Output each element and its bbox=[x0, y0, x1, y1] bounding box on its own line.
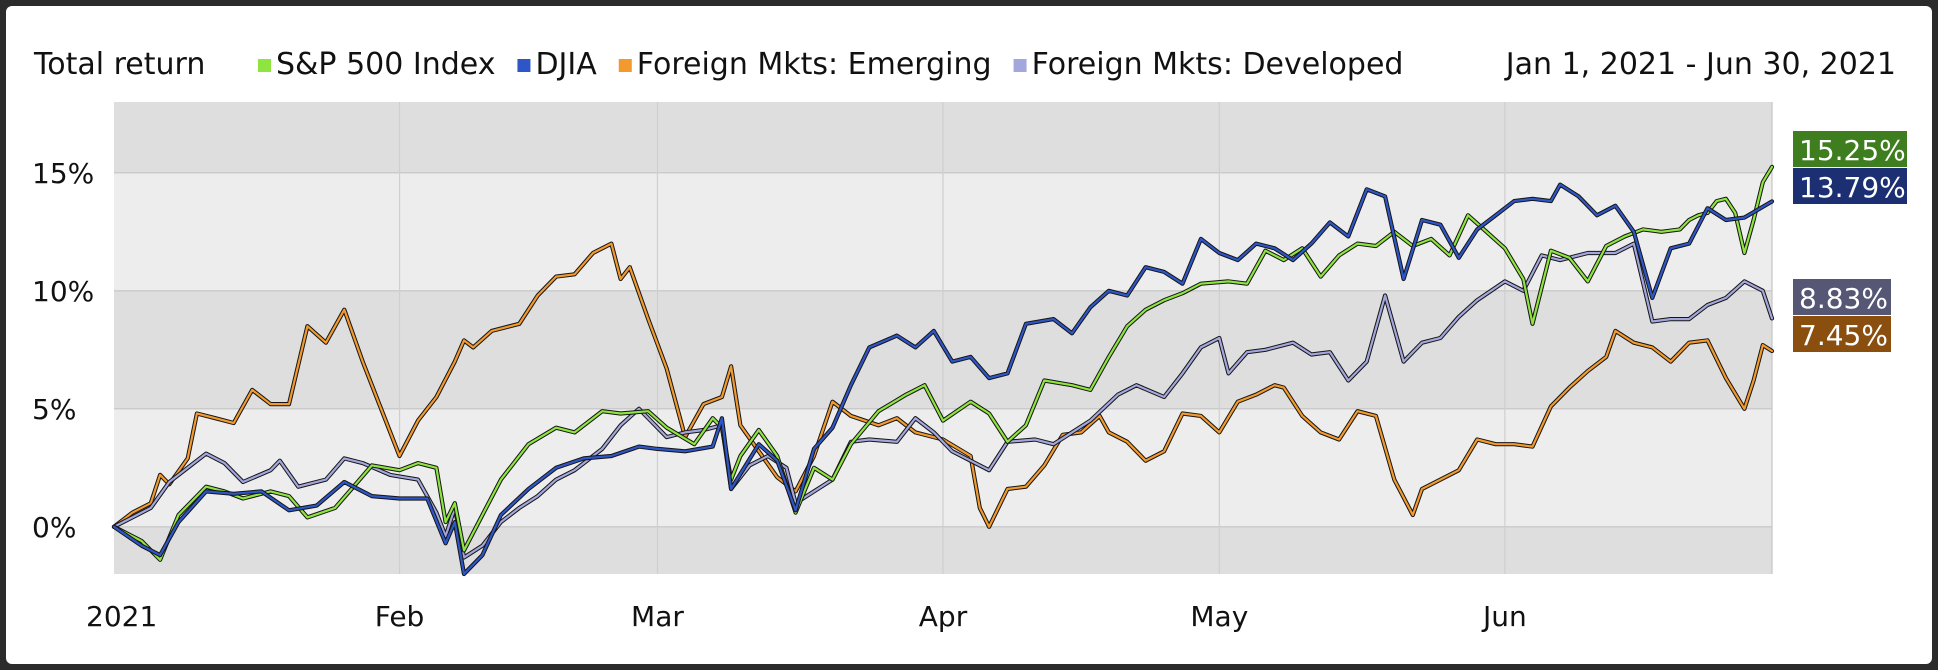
legend-label: Foreign Mkts: Emerging bbox=[637, 47, 992, 82]
series-0 bbox=[111, 164, 1775, 562]
legend-swatch bbox=[258, 59, 271, 72]
series-3 bbox=[111, 241, 1775, 560]
legend-item: Foreign Mkts: Emerging bbox=[618, 47, 992, 82]
x-tick-label: Mar bbox=[631, 600, 684, 633]
y-tick-label: 15% bbox=[32, 157, 94, 190]
series-lines bbox=[111, 164, 1775, 577]
end-label: 15.25% bbox=[1793, 131, 1907, 167]
end-label: 13.79% bbox=[1793, 168, 1907, 204]
x-axis-ticks: 2021 Feb Mar Apr May Jun bbox=[86, 600, 1527, 633]
legend-label: S&P 500 Index bbox=[276, 47, 495, 82]
y-axis-ticks: 0% 5% 10% 15% bbox=[32, 157, 94, 544]
legend-label: Foreign Mkts: Developed bbox=[1032, 47, 1404, 82]
end-label-text: 8.83% bbox=[1799, 282, 1888, 315]
y-tick-label: 10% bbox=[32, 275, 94, 308]
x-tick-label: Jun bbox=[1481, 600, 1527, 633]
series-line bbox=[112, 183, 1774, 576]
legend-swatch bbox=[618, 59, 632, 72]
end-label-text: 15.25% bbox=[1799, 134, 1906, 167]
x-tick-label: Apr bbox=[919, 600, 968, 633]
end-label-box bbox=[1793, 279, 1891, 315]
series-2 bbox=[111, 241, 1775, 529]
series-line bbox=[112, 242, 1774, 559]
y-tick-label: 5% bbox=[32, 393, 76, 426]
series-line bbox=[112, 165, 1774, 561]
legend-item: DJIA bbox=[517, 47, 597, 82]
y-tick-label: 0% bbox=[32, 511, 76, 544]
chart-panel: 0% 5% 10% 15% 2021 Feb Mar Apr May Jun 15.25% 13.… bbox=[6, 6, 1932, 664]
date-range: Jan 1, 2021 - Jun 30, 2021 bbox=[1504, 47, 1896, 82]
x-tick-label: 2021 bbox=[86, 600, 157, 633]
grid-lines bbox=[114, 102, 1773, 574]
end-label-box bbox=[1793, 131, 1907, 167]
legend-item: S&P 500 Index bbox=[258, 47, 495, 82]
end-labels: 15.25% 13.79% 8.83% 7.45% bbox=[1793, 131, 1907, 352]
series-1 bbox=[111, 182, 1775, 577]
end-label-box bbox=[1793, 168, 1907, 204]
end-label: 7.45% bbox=[1793, 316, 1891, 352]
legend: Total return Jan 1, 2021 - Jun 30, 2021 … bbox=[33, 47, 1896, 82]
end-label-box bbox=[1793, 316, 1891, 352]
x-tick-label: May bbox=[1190, 600, 1248, 633]
end-label-text: 7.45% bbox=[1799, 319, 1888, 352]
legend-item: Foreign Mkts: Developed bbox=[1013, 47, 1404, 82]
series-line bbox=[112, 242, 1774, 528]
x-tick-label: Feb bbox=[375, 600, 425, 633]
end-label-text: 13.79% bbox=[1799, 171, 1906, 204]
legend-swatch bbox=[517, 59, 531, 72]
legend-label: DJIA bbox=[535, 47, 597, 82]
chart-title: Total return bbox=[33, 47, 205, 82]
legend-swatch bbox=[1013, 59, 1027, 72]
total-return-chart: 0% 5% 10% 15% 2021 Feb Mar Apr May Jun 15.25% 13.… bbox=[32, 47, 1907, 633]
end-label: 8.83% bbox=[1793, 279, 1891, 315]
